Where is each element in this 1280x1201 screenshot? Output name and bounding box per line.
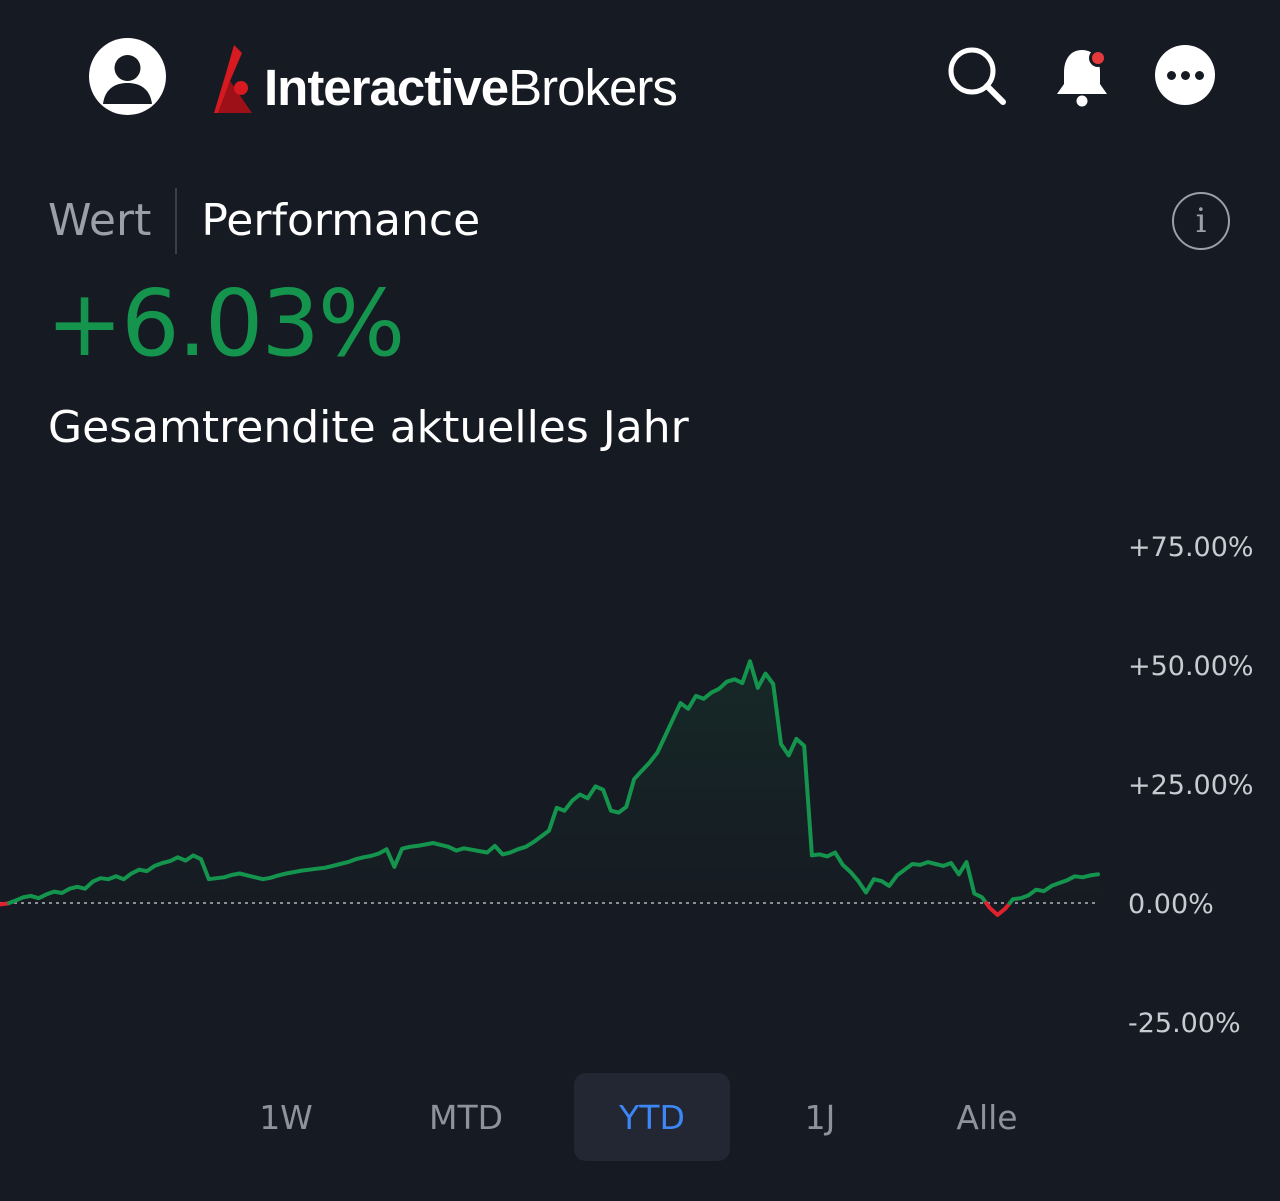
- range-mtd[interactable]: MTD: [428, 1097, 504, 1137]
- search-icon[interactable]: [945, 44, 1009, 108]
- y-axis-tick-label: -25.00%: [1128, 1008, 1241, 1039]
- return-value: +6.03%: [46, 270, 405, 377]
- performance-line-negative: [984, 901, 1012, 917]
- range-1w[interactable]: 1W: [259, 1097, 313, 1137]
- tab-performance[interactable]: Performance: [201, 195, 481, 246]
- bell-icon[interactable]: [1052, 44, 1112, 108]
- ib-logo-mark-icon: [214, 45, 252, 113]
- range-alle[interactable]: Alle: [956, 1097, 1018, 1137]
- range-selector: 1W MTD YTD 1J Alle: [0, 1073, 1280, 1163]
- range-ytd[interactable]: YTD: [574, 1073, 730, 1161]
- y-axis-tick-label: +50.00%: [1128, 651, 1254, 682]
- view-tabs: Wert Performance: [48, 186, 480, 256]
- range-1j[interactable]: 1J: [804, 1097, 836, 1137]
- app-header: InteractiveBrokers: [0, 0, 1280, 150]
- tab-divider: [175, 188, 178, 254]
- more-options-icon[interactable]: [1155, 45, 1215, 105]
- y-axis-tick-label: +75.00%: [1128, 532, 1254, 563]
- performance-line-positive: [7, 659, 989, 905]
- notification-dot: [1092, 52, 1104, 64]
- performance-line-positive: [1007, 872, 1100, 905]
- performance-chart[interactable]: +75.00% +50.00% +25.00% 0.00% -25.00%: [0, 520, 1280, 1050]
- return-description: Gesamtrendite aktuelles Jahr: [48, 402, 689, 453]
- performance-area-fill: [0, 661, 1098, 915]
- logo-wordmark: InteractiveBrokers: [264, 58, 678, 116]
- interactive-brokers-logo: InteractiveBrokers: [212, 40, 678, 120]
- info-icon[interactable]: i: [1172, 192, 1230, 250]
- tab-value[interactable]: Wert: [48, 195, 152, 246]
- y-axis-tick-label: +25.00%: [1128, 770, 1254, 801]
- y-axis-tick-label: 0.00%: [1128, 889, 1214, 920]
- user-avatar-icon[interactable]: [89, 38, 166, 115]
